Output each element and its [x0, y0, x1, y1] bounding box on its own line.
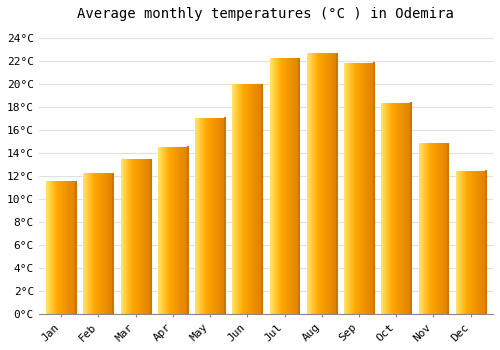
Title: Average monthly temperatures (°C ) in Odemira: Average monthly temperatures (°C ) in Od… — [78, 7, 454, 21]
